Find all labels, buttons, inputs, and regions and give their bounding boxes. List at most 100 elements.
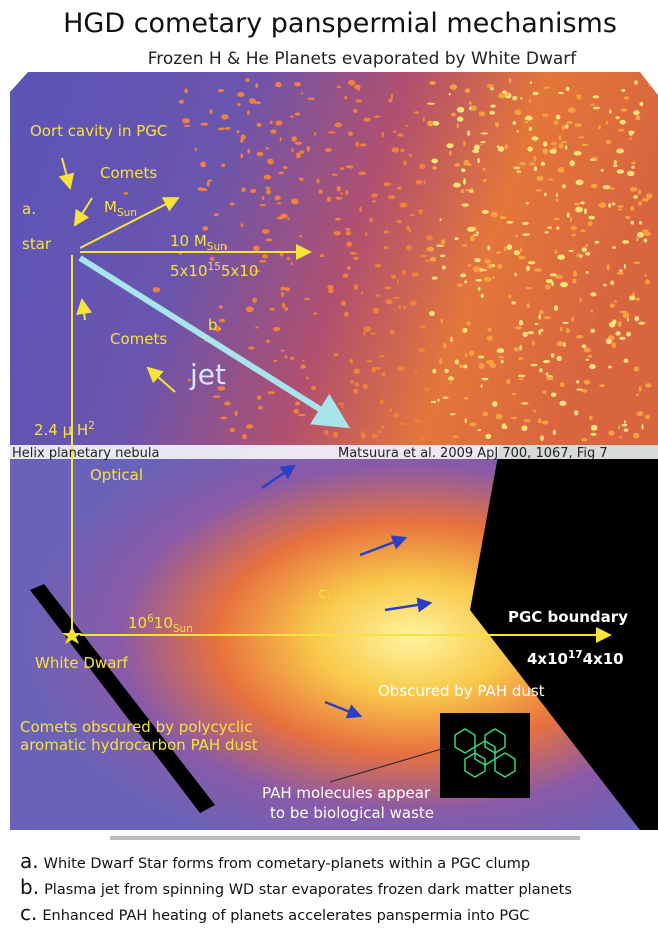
clump bbox=[353, 84, 361, 90]
clump bbox=[440, 239, 446, 245]
clump bbox=[396, 186, 402, 190]
clump bbox=[559, 326, 563, 332]
top-image bbox=[10, 72, 658, 445]
clump bbox=[469, 235, 475, 242]
clump bbox=[634, 316, 640, 322]
clump bbox=[619, 119, 626, 125]
clump bbox=[592, 106, 601, 110]
clump bbox=[504, 143, 509, 150]
clump bbox=[573, 151, 582, 156]
title: HGD cometary panspermial mechanisms bbox=[63, 8, 617, 39]
clump bbox=[381, 131, 384, 138]
clump bbox=[608, 365, 612, 369]
clump bbox=[514, 109, 522, 116]
clump bbox=[581, 143, 589, 147]
clump bbox=[526, 303, 531, 309]
clump bbox=[221, 163, 226, 168]
label: Comets bbox=[110, 330, 167, 348]
clump bbox=[560, 281, 568, 288]
clump bbox=[622, 240, 630, 244]
text-part: 5x10 bbox=[170, 262, 208, 280]
clump bbox=[424, 259, 431, 262]
clump bbox=[599, 384, 606, 388]
clump bbox=[266, 189, 271, 195]
clump bbox=[383, 230, 389, 234]
clump bbox=[588, 215, 596, 220]
clump bbox=[574, 410, 579, 416]
clump bbox=[336, 85, 342, 89]
clump bbox=[594, 240, 600, 244]
clump bbox=[259, 203, 266, 207]
clump bbox=[456, 123, 459, 129]
clump bbox=[631, 165, 635, 169]
clump bbox=[389, 408, 393, 413]
clump bbox=[349, 166, 353, 169]
clump bbox=[515, 234, 518, 238]
clump bbox=[479, 268, 487, 272]
clump bbox=[327, 284, 334, 290]
clump bbox=[564, 145, 568, 150]
clump bbox=[626, 331, 631, 337]
clump bbox=[528, 127, 533, 131]
sub-label: 10 MSun bbox=[170, 232, 227, 253]
clump bbox=[508, 294, 512, 299]
clump bbox=[585, 358, 589, 361]
clump bbox=[273, 326, 281, 332]
clump bbox=[402, 305, 406, 310]
clump bbox=[555, 114, 561, 120]
clump bbox=[576, 388, 584, 391]
clump bbox=[421, 437, 425, 442]
clump bbox=[152, 287, 161, 293]
clump bbox=[492, 276, 495, 279]
clump bbox=[245, 306, 254, 313]
text-part: 4x10 bbox=[583, 650, 624, 668]
clump bbox=[621, 88, 626, 92]
clump bbox=[456, 283, 463, 287]
clump bbox=[490, 211, 498, 218]
clump bbox=[380, 425, 385, 430]
clump bbox=[538, 309, 544, 315]
label: White Dwarf bbox=[35, 654, 129, 672]
clump bbox=[313, 312, 318, 315]
clump bbox=[324, 429, 329, 435]
clump bbox=[630, 186, 638, 192]
clump bbox=[182, 118, 190, 124]
clump bbox=[632, 432, 640, 439]
clump bbox=[638, 385, 642, 392]
clump bbox=[486, 335, 493, 341]
clump bbox=[229, 427, 236, 433]
clump bbox=[418, 348, 426, 353]
clump bbox=[237, 103, 241, 107]
clump bbox=[518, 374, 526, 378]
clump bbox=[429, 310, 435, 317]
clump bbox=[638, 189, 642, 195]
clump bbox=[462, 327, 468, 333]
clump bbox=[221, 114, 229, 120]
clump bbox=[533, 166, 538, 172]
clump bbox=[533, 409, 536, 413]
clump bbox=[468, 189, 474, 193]
clump bbox=[550, 353, 555, 358]
clump bbox=[579, 254, 583, 259]
label: Comets bbox=[100, 164, 157, 182]
clump bbox=[279, 252, 284, 257]
clump bbox=[359, 206, 362, 213]
clump bbox=[638, 200, 643, 206]
clump bbox=[459, 364, 464, 369]
clump bbox=[242, 433, 247, 440]
source-bar bbox=[10, 445, 658, 459]
clump bbox=[446, 143, 454, 149]
clump bbox=[400, 148, 405, 153]
clump bbox=[538, 329, 541, 335]
clump bbox=[346, 241, 353, 247]
clump bbox=[256, 122, 262, 128]
clump bbox=[535, 189, 542, 192]
clump bbox=[613, 160, 617, 165]
clump bbox=[293, 408, 299, 414]
clump bbox=[545, 377, 554, 381]
clump bbox=[580, 229, 586, 233]
clump bbox=[558, 135, 562, 141]
clump bbox=[522, 233, 530, 236]
subtitle: Frozen H & He Planets evaporated by Whit… bbox=[148, 49, 578, 69]
clump bbox=[498, 355, 505, 359]
